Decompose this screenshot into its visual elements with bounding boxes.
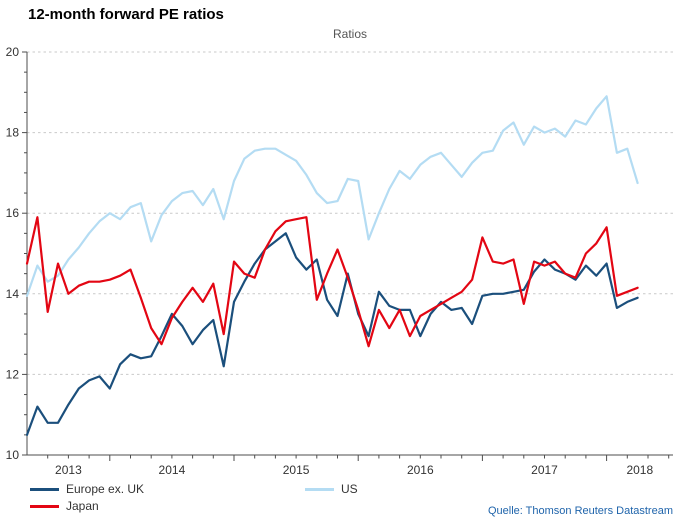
series-line-japan	[25, 216, 639, 348]
series-line-us	[25, 95, 639, 297]
y-tick-label: 14	[6, 287, 20, 301]
legend-label-us: US	[341, 482, 358, 496]
x-tick-label-2015: 2015	[283, 463, 310, 477]
legend-item-japan: Japan	[30, 499, 99, 513]
x-tick-label-2014: 2014	[159, 463, 186, 477]
legend-label-japan: Japan	[66, 499, 99, 513]
legend-item-europe: Europe ex. UK	[30, 482, 144, 496]
x-tick-label-2018: 2018	[626, 463, 653, 477]
y-tick-label: 10	[6, 448, 20, 462]
source-credit: Quelle: Thomson Reuters Datastream	[487, 505, 673, 517]
page-title: 12-month forward PE ratios	[28, 6, 224, 23]
x-tick-label-2016: 2016	[407, 463, 434, 477]
chart-inner-title: Ratios	[332, 27, 367, 41]
series-line-europe-ex-uk	[25, 232, 639, 436]
legend-label-europe: Europe ex. UK	[66, 482, 145, 496]
us-line-swatch	[305, 487, 334, 491]
japan-line-swatch	[30, 504, 59, 508]
y-tick-label: 18	[6, 126, 20, 140]
x-tick-label-2013: 2013	[55, 463, 82, 477]
legend-item-us: US	[305, 482, 358, 496]
y-tick-label: 16	[6, 206, 20, 220]
x-tick-label-2017: 2017	[531, 463, 558, 477]
y-tick-label: 12	[6, 367, 20, 381]
europe-line-swatch	[30, 487, 59, 491]
y-tick-label: 20	[6, 45, 20, 59]
